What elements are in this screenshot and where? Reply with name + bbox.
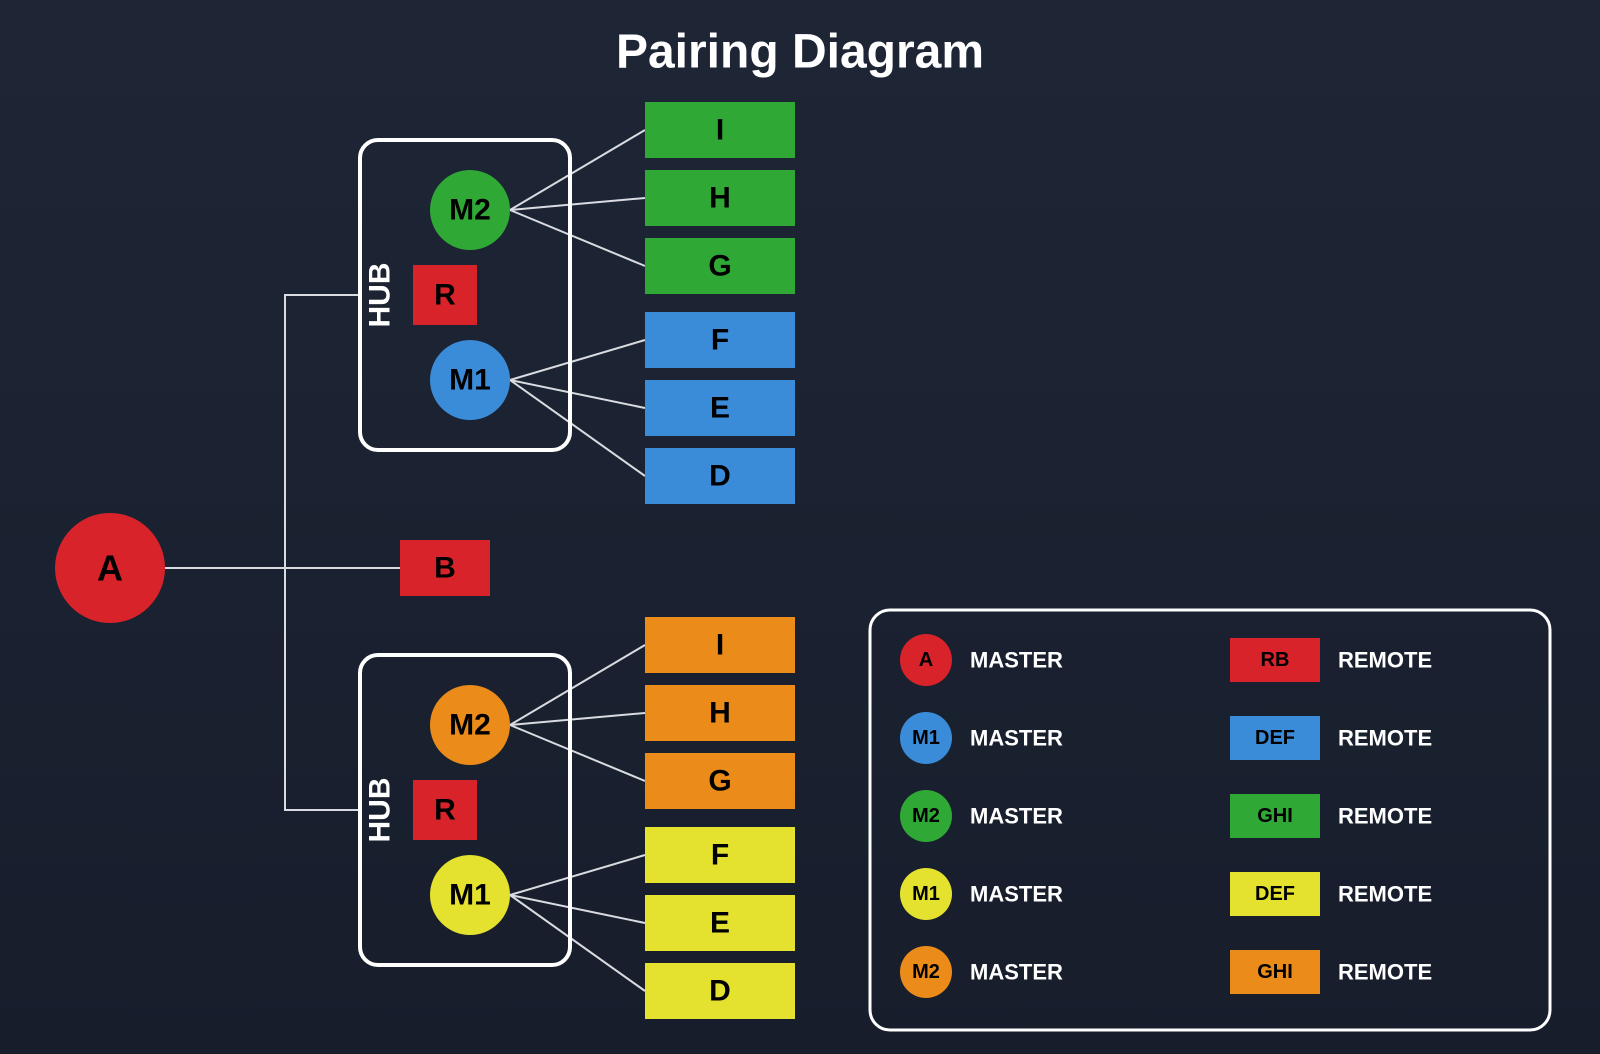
legend-text: MASTER — [970, 960, 1063, 985]
hub-label: HUB — [364, 263, 397, 328]
legend-swatch-label: M2 — [912, 805, 940, 827]
hub-node-label: R — [434, 279, 456, 312]
legend-text: MASTER — [970, 648, 1063, 673]
hub-node-label: M1 — [449, 364, 491, 397]
legend-swatch-label: M1 — [912, 883, 940, 905]
remote-label: G — [708, 765, 731, 798]
legend-swatch-label: A — [919, 649, 933, 671]
legend-swatch-label: M2 — [912, 961, 940, 983]
legend-text: MASTER — [970, 804, 1063, 829]
remote-label: H — [709, 697, 731, 730]
legend-swatch-label: DEF — [1255, 883, 1295, 905]
node-b-label: B — [434, 552, 456, 585]
legend-swatch-label: GHI — [1257, 805, 1293, 827]
legend-text: REMOTE — [1338, 726, 1432, 751]
remote-label: F — [711, 839, 729, 872]
hub-node-label: R — [434, 794, 456, 827]
legend-swatch-label: M1 — [912, 727, 940, 749]
remote-label: E — [710, 392, 730, 425]
hub-node-label: M1 — [449, 879, 491, 912]
hub-label: HUB — [364, 778, 397, 843]
remote-label: F — [711, 324, 729, 357]
legend-text: MASTER — [970, 726, 1063, 751]
legend-swatch-label: GHI — [1257, 961, 1293, 983]
legend-text: REMOTE — [1338, 882, 1432, 907]
remote-label: E — [710, 907, 730, 940]
legend-text: REMOTE — [1338, 804, 1432, 829]
legend-text: REMOTE — [1338, 960, 1432, 985]
remote-label: D — [709, 460, 731, 493]
legend-text: REMOTE — [1338, 648, 1432, 673]
legend-swatch-label: RB — [1261, 649, 1290, 671]
legend-text: MASTER — [970, 882, 1063, 907]
pairing-diagram: Pairing Diagram A B HUB M2 R M1 I H G F E D HUB M2 R M1 I… — [0, 0, 1600, 1054]
remote-label: G — [708, 250, 731, 283]
remote-label: D — [709, 975, 731, 1008]
legend-swatch-label: DEF — [1255, 727, 1295, 749]
remote-label: H — [709, 182, 731, 215]
remote-label: I — [716, 114, 724, 147]
remote-label: I — [716, 629, 724, 662]
node-a-label: A — [97, 548, 123, 589]
diagram-title: Pairing Diagram — [616, 26, 984, 79]
hub-node-label: M2 — [449, 194, 491, 227]
hub-node-label: M2 — [449, 709, 491, 742]
